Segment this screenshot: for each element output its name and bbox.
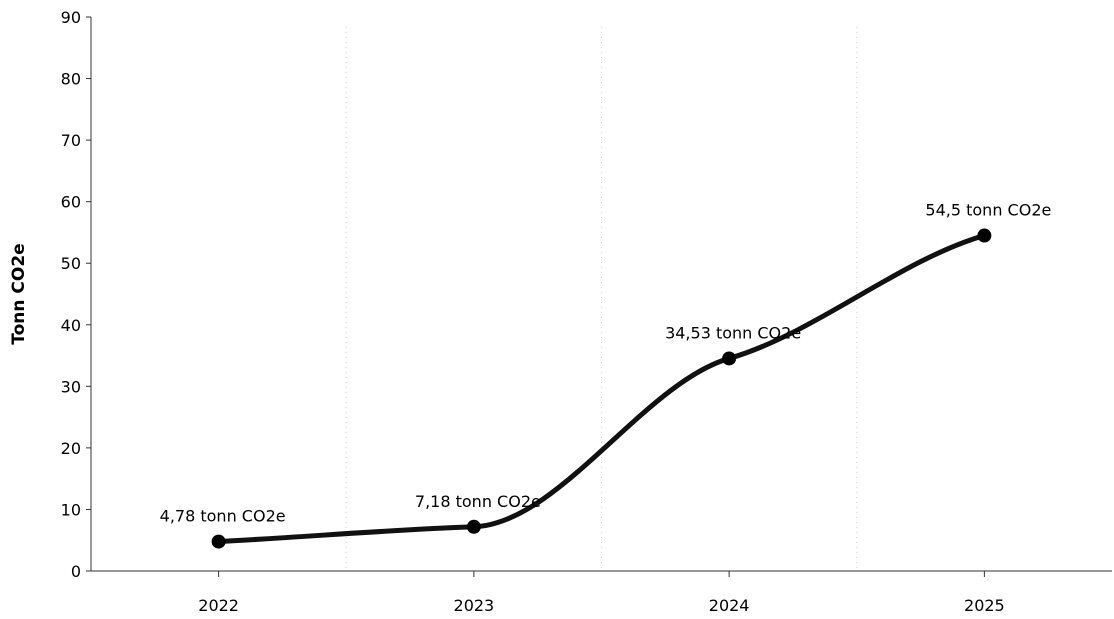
x-tick-label: 2022	[198, 596, 239, 615]
data-point	[211, 534, 226, 549]
x-axis-ticks: 2022 2023 2024 2025	[198, 571, 1005, 615]
data-labels: 4,78 tonn CO2e 7,18 tonn CO2e 34,53 tonn C…	[160, 201, 1052, 526]
y-tick-label: 0	[71, 562, 81, 581]
series-line	[216, 233, 987, 545]
y-axis-ticks: 0 10 20 30 40 50 60 70 80 90	[61, 8, 91, 581]
y-tick-label: 90	[61, 8, 81, 27]
x-tick-label: 2023	[454, 596, 495, 615]
y-tick-label: 40	[61, 316, 81, 335]
data-markers	[211, 228, 992, 549]
y-tick-label: 60	[61, 193, 81, 212]
y-tick-label: 80	[61, 70, 81, 89]
data-label: 7,18 tonn CO2e	[415, 492, 541, 511]
data-point	[977, 228, 992, 243]
grid-lines	[345, 27, 858, 571]
y-tick-label: 50	[61, 254, 81, 273]
y-tick-label: 30	[61, 377, 81, 396]
x-tick-label: 2024	[709, 596, 750, 615]
y-axis-title: Tonn CO2e	[9, 243, 29, 344]
data-label: 4,78 tonn CO2e	[160, 507, 286, 526]
x-tick-label: 2025	[964, 596, 1005, 615]
data-point	[722, 351, 737, 366]
y-tick-label: 70	[61, 131, 81, 150]
y-tick-label: 10	[61, 500, 81, 519]
data-label: 54,5 tonn CO2e	[925, 201, 1051, 220]
data-point	[466, 519, 481, 534]
data-label: 34,53 tonn CO2e	[665, 323, 801, 342]
y-tick-label: 20	[61, 439, 81, 458]
